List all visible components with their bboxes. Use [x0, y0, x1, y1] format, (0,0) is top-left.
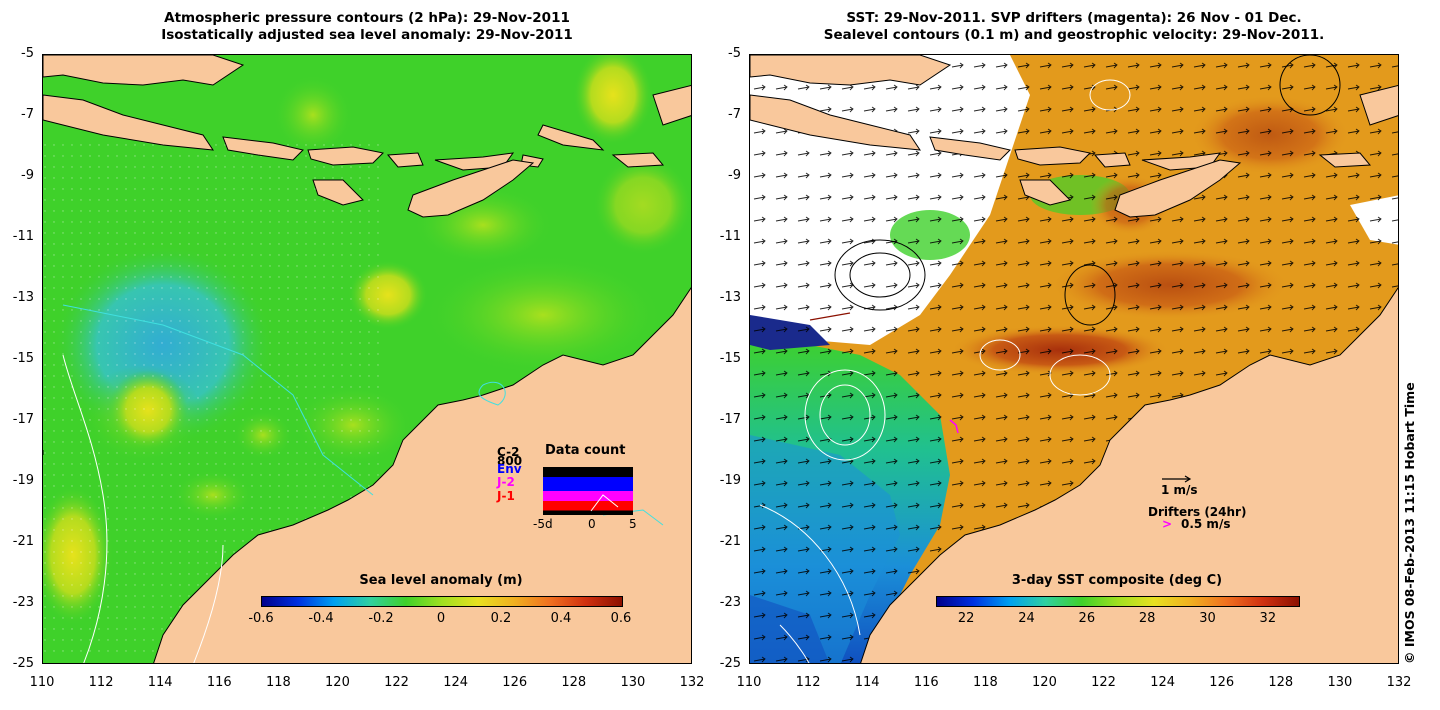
- lon-tick-label: 126: [1209, 675, 1235, 690]
- lon-tick-label: 110: [736, 675, 762, 690]
- sst-colorbar-tick: 24: [1018, 611, 1035, 626]
- sea-level-anomaly-map: C-2 800 Env J-2 J-1 Data count -5d 0 5 S…: [42, 54, 692, 664]
- lat-tick-label: -17: [12, 412, 34, 427]
- inset-xtick-mid: 0: [588, 517, 596, 531]
- right-map-title: SST: 29-Nov-2011. SVP drifters (magenta)…: [749, 10, 1399, 44]
- sla-colorbar-tick: -0.6: [248, 611, 274, 626]
- lon-tick-label: 114: [147, 675, 173, 690]
- velocity-scale-arrow: [1162, 475, 1192, 483]
- lon-tick-label: 112: [88, 675, 114, 690]
- sst-colorbar: [936, 596, 1300, 607]
- lon-tick-label: 122: [1091, 675, 1116, 690]
- lat-tick-label: -19: [719, 473, 741, 488]
- right-title-line2: Sealevel contours (0.1 m) and geostrophi…: [823, 27, 1325, 43]
- indonesia-islands: [43, 55, 691, 455]
- sla-colorbar-tick: 0: [436, 611, 446, 626]
- inset-xtick-left: -5d: [533, 517, 553, 531]
- lon-tick-label: 112: [795, 675, 821, 690]
- lon-tick-label: 124: [443, 675, 469, 690]
- lat-tick-label: -11: [12, 229, 34, 244]
- lat-tick-label: -11: [719, 229, 741, 244]
- lon-tick-label: 114: [854, 675, 880, 690]
- lat-tick-label: -23: [12, 595, 34, 610]
- sla-colorbar-tick: -0.2: [368, 611, 394, 626]
- inset-xtick-right: 5: [629, 517, 637, 531]
- lon-tick-label: 116: [206, 675, 232, 690]
- inset-label-c2: C-2: [497, 445, 520, 459]
- lon-tick-label: 122: [384, 675, 409, 690]
- inset-label-j2: J-2: [497, 475, 515, 489]
- inset-label-env: Env: [497, 462, 522, 476]
- lon-tick-label: 128: [561, 675, 587, 690]
- lat-tick-label: -25: [12, 656, 34, 671]
- sealevel-contours-white: [759, 79, 1131, 663]
- lat-tick-label: -15: [719, 351, 741, 366]
- lat-tick-label: -17: [719, 412, 741, 427]
- lon-tick-label: 128: [1268, 675, 1294, 690]
- lon-tick-label: 118: [265, 675, 291, 690]
- svp-drifter-track: [949, 419, 959, 434]
- lat-tick-label: -25: [719, 656, 741, 671]
- drifter-scale-label: 0.5 m/s: [1181, 517, 1231, 531]
- lon-tick-label: 124: [1150, 675, 1176, 690]
- lat-tick-label: -5: [728, 46, 741, 61]
- lon-tick-label: 120: [325, 675, 350, 690]
- right-title-line1: SST: 29-Nov-2011. SVP drifters (magenta)…: [846, 10, 1302, 26]
- velocity-scale-label: 1 m/s: [1161, 483, 1198, 497]
- sst-map-svg: [750, 55, 1398, 663]
- sla-colorbar: [261, 596, 623, 607]
- lat-tick-label: -13: [12, 290, 34, 305]
- sst-colorbar-tick: 22: [957, 611, 975, 626]
- lat-tick-label: -7: [21, 107, 34, 122]
- lat-tick-label: -21: [719, 534, 741, 549]
- lat-tick-label: -9: [728, 168, 741, 183]
- sla-colorbar-tick: 0.4: [550, 611, 572, 626]
- lon-tick-label: 132: [679, 675, 705, 690]
- left-title-line2: Isostatically adjusted sea level anomaly…: [161, 27, 573, 43]
- lon-tick-label: 116: [913, 675, 939, 690]
- lat-tick-label: -7: [728, 107, 741, 122]
- sealevel-contours: [804, 55, 1341, 461]
- lon-tick-label: 132: [1386, 675, 1412, 690]
- sst-colorbar-tick: 26: [1078, 611, 1096, 626]
- sst-map: 1 m/s Drifters (24hr) > 0.5 m/s 3-day SS…: [749, 54, 1399, 664]
- inset-title: Data count: [545, 443, 626, 458]
- imos-credit: © IMOS 08-Feb-2013 11:15 Hobart Time: [1402, 382, 1417, 664]
- sst-colorbar-label: 3-day SST composite (deg C): [1011, 573, 1223, 588]
- lon-tick-label: 120: [1032, 675, 1057, 690]
- sla-colorbar-tick: -0.4: [308, 611, 334, 626]
- lat-tick-label: -5: [21, 46, 34, 61]
- sst-colorbar-tick: 30: [1199, 611, 1216, 626]
- sst-colorbar-tick: 28: [1138, 611, 1156, 626]
- sst-colorbar-tick: 32: [1259, 611, 1277, 626]
- left-title-line1: Atmospheric pressure contours (2 hPa): 2…: [164, 10, 570, 26]
- lon-tick-label: 126: [502, 675, 528, 690]
- australia-land-sst: [860, 287, 1398, 663]
- pressure-contour: [62, 354, 108, 663]
- lat-tick-label: -21: [12, 534, 34, 549]
- left-map-title: Atmospheric pressure contours (2 hPa): 2…: [42, 10, 692, 44]
- lon-tick-label: 118: [972, 675, 998, 690]
- sla-colorbar-tick: 0.6: [610, 611, 632, 626]
- inset-label-800: 800: [497, 454, 523, 468]
- lat-tick-label: -13: [719, 290, 741, 305]
- drifter-legend-arrow-icon: >: [1162, 517, 1173, 531]
- lon-tick-label: 130: [1327, 675, 1353, 690]
- drifter-legend-title: Drifters (24hr): [1148, 505, 1247, 519]
- lat-tick-label: -15: [12, 351, 34, 366]
- australia-land: [153, 287, 691, 663]
- lat-tick-label: -9: [21, 168, 34, 183]
- sla-colorbar-tick: 0.2: [490, 611, 512, 626]
- lat-tick-label: -19: [12, 473, 34, 488]
- lon-tick-label: 130: [620, 675, 646, 690]
- sla-colorbar-label: Sea level anomaly (m): [359, 573, 523, 588]
- lat-tick-label: -23: [719, 595, 741, 610]
- sea-level-map-svg: [43, 55, 691, 663]
- inset-label-j1: J-1: [497, 489, 515, 503]
- data-count-inset: [543, 467, 633, 515]
- indonesia-islands-sst: [750, 55, 1398, 218]
- lon-tick-label: 110: [29, 675, 55, 690]
